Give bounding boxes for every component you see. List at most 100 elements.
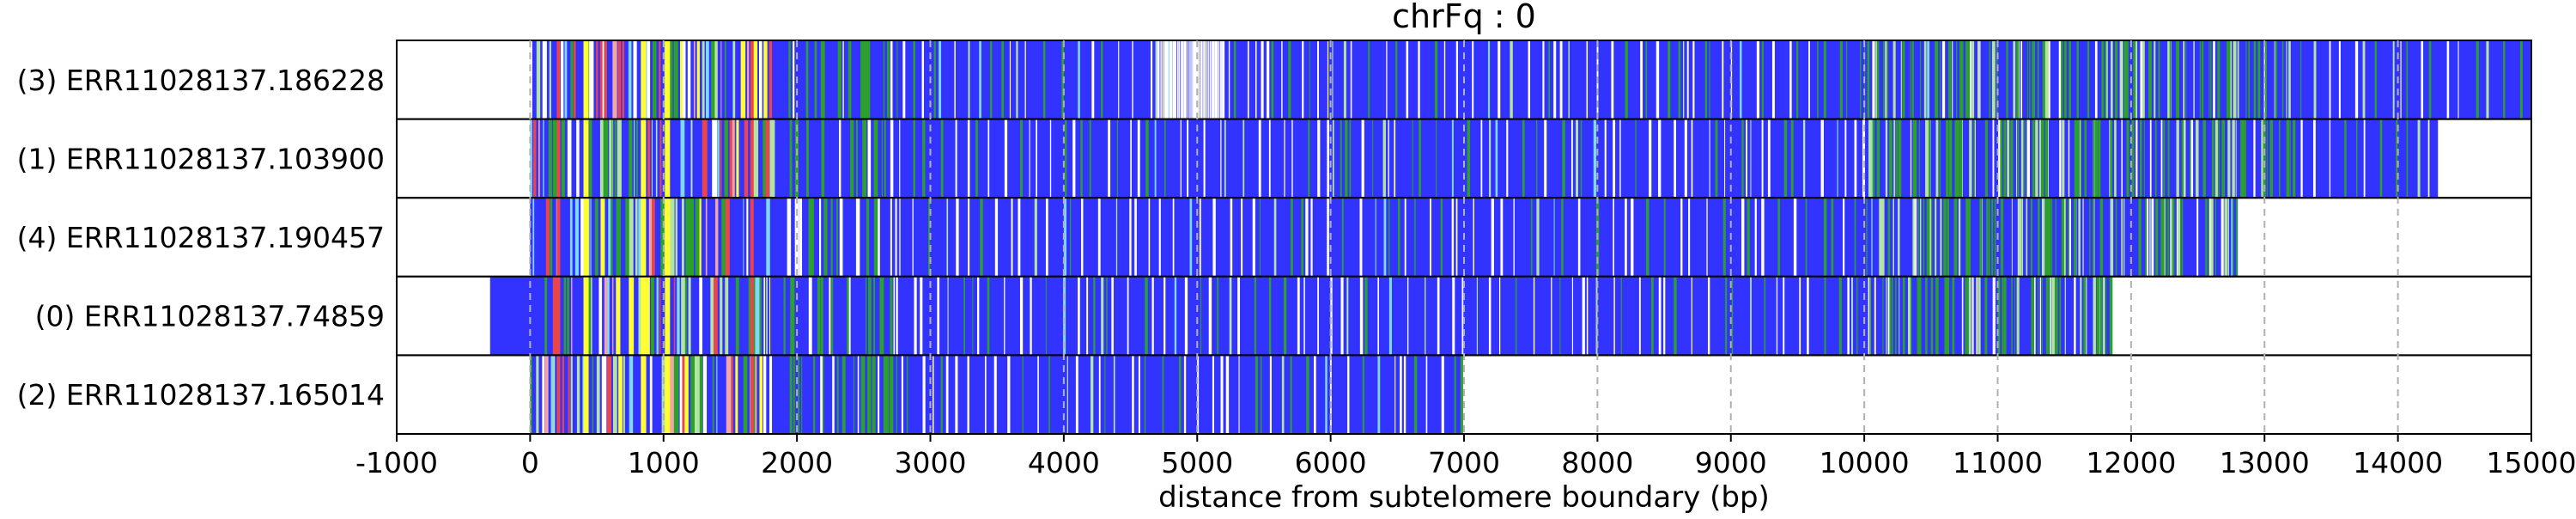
stripe (1204, 40, 1206, 119)
stripe (928, 198, 931, 277)
stripe (711, 40, 716, 119)
stripe (1548, 40, 1550, 119)
stripe (2020, 119, 2024, 198)
stripe (1284, 276, 1287, 356)
stripe (762, 119, 768, 198)
stripe (2428, 40, 2432, 119)
stripe (793, 40, 795, 119)
stripe (1163, 40, 1166, 119)
stripe (1261, 40, 1264, 119)
stripe (1971, 40, 1975, 119)
stripe (720, 276, 723, 356)
stripe (2176, 40, 2179, 119)
stripe (914, 276, 917, 356)
stripe (1238, 355, 1240, 434)
stripe (979, 40, 981, 119)
stripe (614, 119, 617, 198)
stripe (1164, 40, 1167, 119)
x-tick-label: 7000 (1428, 446, 1500, 479)
stripe (712, 355, 714, 434)
stripe (1108, 119, 1111, 198)
stripe (699, 198, 702, 277)
stripe (884, 119, 886, 198)
stripe (920, 276, 923, 356)
stripe (2151, 198, 2154, 277)
stripe (1958, 198, 1961, 277)
stripe (695, 198, 701, 277)
stripe (2193, 40, 2195, 119)
stripe (651, 198, 655, 277)
stripe (2059, 119, 2062, 198)
stripe (2016, 40, 2020, 119)
stripe (2181, 119, 2184, 198)
stripe (2003, 276, 2007, 356)
stripe (2208, 40, 2210, 119)
stripe (567, 276, 569, 356)
stripe (769, 119, 775, 198)
stripe (1887, 198, 1891, 277)
stripe (735, 355, 738, 434)
stripe (1436, 119, 1437, 198)
stripe (2379, 119, 2383, 198)
stripe (1325, 355, 1327, 434)
stripe (2031, 276, 2034, 356)
stripe (1036, 119, 1037, 198)
stripe (1157, 40, 1159, 119)
stripe (1400, 355, 1402, 434)
stripe (530, 355, 532, 434)
stripe (1885, 119, 1888, 198)
stripe (1386, 40, 1388, 119)
stripe (1613, 119, 1616, 198)
stripe (1979, 198, 1983, 277)
stripe (1957, 119, 1960, 198)
stripe (1799, 276, 1801, 356)
stripe (1247, 40, 1249, 119)
stripe (1619, 119, 1621, 198)
x-tick-label: 11000 (1953, 446, 2043, 479)
stripe (699, 276, 702, 356)
stripe (1461, 276, 1464, 356)
stripe (2039, 276, 2042, 356)
stripe (651, 276, 654, 356)
stripe (2101, 40, 2104, 119)
stripe (1440, 198, 1443, 277)
stripe (1674, 119, 1677, 198)
stripe (612, 276, 614, 356)
stripe (1658, 276, 1662, 356)
stripe (1961, 276, 1964, 356)
stripe (1823, 40, 1826, 119)
stripe (1271, 40, 1274, 119)
stripe (766, 276, 768, 356)
stripe (2109, 276, 2113, 356)
stripe (2355, 119, 2358, 198)
stripe (2000, 198, 2002, 277)
stripe (2275, 40, 2277, 119)
stripe (556, 355, 561, 434)
stripe (1229, 276, 1232, 356)
stripe (1747, 198, 1750, 277)
stripe (641, 119, 647, 198)
stripe (659, 276, 661, 356)
stripe (1418, 40, 1420, 119)
stripe (2126, 119, 2129, 198)
stripe (1455, 198, 1458, 277)
stripe (1134, 198, 1137, 277)
x-tick-label: 0 (521, 446, 539, 479)
stripe (574, 198, 579, 277)
stripe (2069, 40, 2071, 119)
stripe (945, 355, 949, 434)
stripe (2143, 119, 2145, 198)
stripe (890, 276, 893, 356)
stripe (850, 119, 854, 198)
stripe (1845, 40, 1848, 119)
stripe (1688, 198, 1691, 277)
stripe (1113, 355, 1115, 434)
stripe (2119, 40, 2123, 119)
stripe (1954, 198, 1958, 277)
stripe (1454, 355, 1456, 434)
stripe (2237, 40, 2239, 119)
stripe (1072, 119, 1076, 198)
stripe (1783, 119, 1788, 198)
stripe (1377, 276, 1379, 356)
